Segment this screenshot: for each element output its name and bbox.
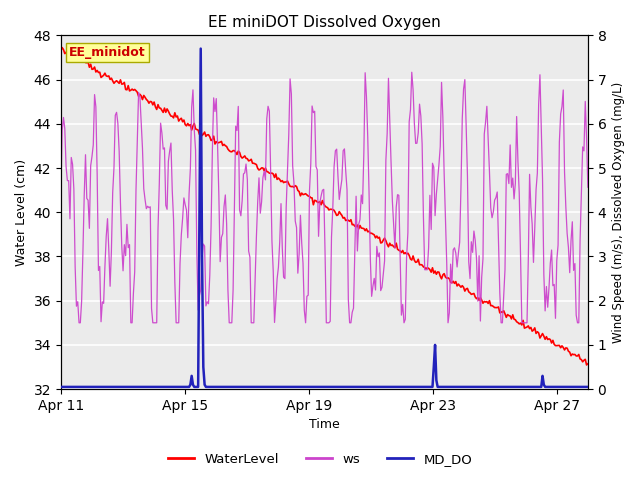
X-axis label: Time: Time	[309, 419, 340, 432]
Legend: WaterLevel, ws, MD_DO: WaterLevel, ws, MD_DO	[163, 447, 477, 471]
Y-axis label: Wind Speed (m/s), Dissolved Oxygen (mg/L): Wind Speed (m/s), Dissolved Oxygen (mg/L…	[612, 82, 625, 343]
Title: EE miniDOT Dissolved Oxygen: EE miniDOT Dissolved Oxygen	[208, 15, 441, 30]
Text: EE_minidot: EE_minidot	[69, 46, 145, 59]
Y-axis label: Water Level (cm): Water Level (cm)	[15, 159, 28, 266]
